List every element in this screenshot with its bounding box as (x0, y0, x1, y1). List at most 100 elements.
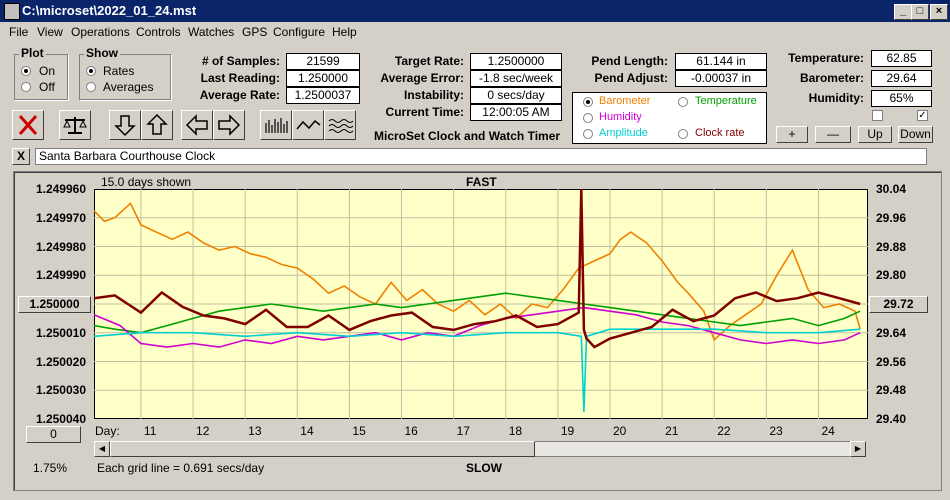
overlay-amplitude-radio[interactable] (583, 129, 593, 139)
right-axis-tick: 30.04 (876, 182, 907, 196)
calibrate-button[interactable] (59, 110, 91, 140)
series-line-barometer (94, 202, 861, 342)
series-line-amplitude (94, 328, 861, 412)
last-reading-label: Last Reading: (200, 71, 280, 85)
overlay-humidity-radio[interactable] (583, 113, 593, 123)
instability-value: 0 secs/day (470, 87, 562, 104)
show-averages-label: Averages (103, 80, 154, 94)
show-averages-radio[interactable] (86, 82, 96, 92)
average-rate-label: Average Rate: (199, 88, 280, 102)
clock-name-input[interactable]: Santa Barbara Courthouse Clock (35, 148, 927, 165)
target-rate-label: Target Rate: (394, 54, 464, 68)
days-shown-label: 15.0 days shown (101, 175, 192, 189)
overlay-clock-rate-radio[interactable] (678, 129, 688, 139)
scroll-left-arrow-icon[interactable]: ◀ (94, 441, 110, 457)
bars-view-button[interactable] (260, 110, 292, 140)
plot-off-radio[interactable] (21, 82, 31, 92)
left-axis-tick: 1.250020 (35, 354, 86, 369)
scroll-left-button[interactable] (181, 110, 213, 140)
menu-watches[interactable]: Watches (188, 25, 235, 39)
left-axis-tick: 1.249990 (35, 268, 86, 283)
current-time-label: Current Time: (385, 105, 464, 119)
x-axis-tick: 12 (196, 424, 210, 438)
overlay-clock-rate-label: Clock rate (695, 127, 745, 139)
show-rates-radio[interactable] (86, 66, 96, 76)
scrollbar-thumb[interactable] (110, 441, 535, 457)
pend-adjust-label: Pend Adjust: (594, 71, 668, 85)
menu-view[interactable]: View (37, 25, 63, 39)
x-axis-tick: 19 (560, 424, 575, 438)
left-arrow-icon (185, 114, 208, 136)
checkbox-2[interactable]: ✓ (917, 110, 928, 121)
x-axis-tick: 16 (404, 424, 418, 438)
chart-svg (94, 189, 868, 419)
series-line-clock-rate (94, 189, 861, 349)
close-icon[interactable]: × (930, 4, 948, 20)
menu-gps[interactable]: GPS (242, 25, 268, 39)
left-axis-tick: 1.250010 (35, 325, 86, 340)
left-axis-tick: 1.249970 (35, 210, 86, 225)
scroll-right-button[interactable] (213, 110, 245, 140)
humidity-value: 65% (871, 90, 932, 107)
overlay-amplitude-label: Amplitude (599, 127, 648, 139)
maximize-icon[interactable]: □ (911, 4, 929, 20)
minus-button[interactable]: — (815, 126, 851, 143)
overlay-barometer-radio[interactable] (583, 97, 593, 107)
grid-note: Each grid line = 0.691 secs/day (97, 461, 265, 475)
down-button[interactable]: Down (898, 126, 933, 143)
show-rates-label: Rates (103, 64, 135, 78)
scroll-up-button[interactable] (141, 110, 173, 140)
bar-graph-icon (265, 118, 288, 133)
minimize-icon[interactable]: _ (894, 4, 912, 20)
plot-on-radio[interactable] (21, 66, 31, 76)
offset-button[interactable]: 0 (26, 426, 81, 443)
right-axis-center-button[interactable]: 29.72 (869, 296, 928, 313)
temperature-value: 62.85 (871, 50, 932, 67)
left-axis-center-button[interactable]: 1.250000 (18, 296, 91, 313)
show-group-title: Show (84, 46, 120, 60)
window-title: C:\microset\2022_01_24.mst (22, 3, 197, 18)
menu-file[interactable]: File (9, 25, 29, 39)
plus-button[interactable]: + (776, 126, 808, 143)
temperature-label: Temperature: (788, 51, 864, 65)
average-error-label: Average Error: (380, 71, 464, 85)
down-arrow-icon (114, 115, 136, 137)
app-icon[interactable] (4, 3, 20, 20)
stop-button[interactable] (12, 110, 44, 140)
percent-label: 1.75% (33, 461, 68, 475)
plot-off-label: Off (39, 80, 55, 94)
show-group (79, 54, 171, 100)
average-error-value: -1.8 sec/week (470, 70, 562, 87)
menu-operations[interactable]: Operations (71, 25, 130, 39)
right-axis-tick: 29.80 (876, 268, 907, 283)
right-axis-tick: 29.40 (876, 412, 907, 426)
clear-clock-button[interactable]: X (12, 148, 30, 165)
menu-controls[interactable]: Controls (136, 25, 181, 39)
x-axis-tick: 21 (665, 424, 679, 438)
right-axis-tick: 29.88 (876, 239, 907, 254)
slow-label: SLOW (466, 461, 502, 475)
current-time-value: 12:00:05 AM (470, 104, 562, 121)
wave-view-button[interactable] (324, 110, 356, 140)
overlay-temperature-label: Temperature (695, 95, 757, 107)
menu-help[interactable]: Help (332, 25, 357, 39)
last-reading-value: 1.250000 (286, 70, 360, 87)
overlay-humidity-label: Humidity (599, 111, 642, 123)
up-button[interactable]: Up (858, 126, 892, 143)
humidity-label: Humidity: (808, 91, 864, 105)
instability-label: Instability: (403, 88, 464, 102)
scroll-down-button[interactable] (109, 110, 141, 140)
plot-on-label: On (39, 64, 56, 78)
x-axis-tick: 24 (821, 424, 835, 438)
overlay-temperature-radio[interactable] (678, 97, 688, 107)
checkbox-1[interactable] (872, 110, 883, 121)
wave-icon (328, 119, 354, 133)
left-axis-tick: 1.249960 (35, 182, 86, 196)
scroll-right-arrow-icon[interactable]: ▶ (850, 441, 866, 457)
target-rate-value: 1.2500000 (470, 53, 562, 70)
x-axis-tick: 18 (508, 424, 523, 438)
line-view-button[interactable] (292, 110, 324, 140)
x-axis-tick: 23 (769, 424, 783, 438)
x-axis-tick: 17 (456, 424, 470, 438)
menu-configure[interactable]: Configure (273, 25, 326, 39)
